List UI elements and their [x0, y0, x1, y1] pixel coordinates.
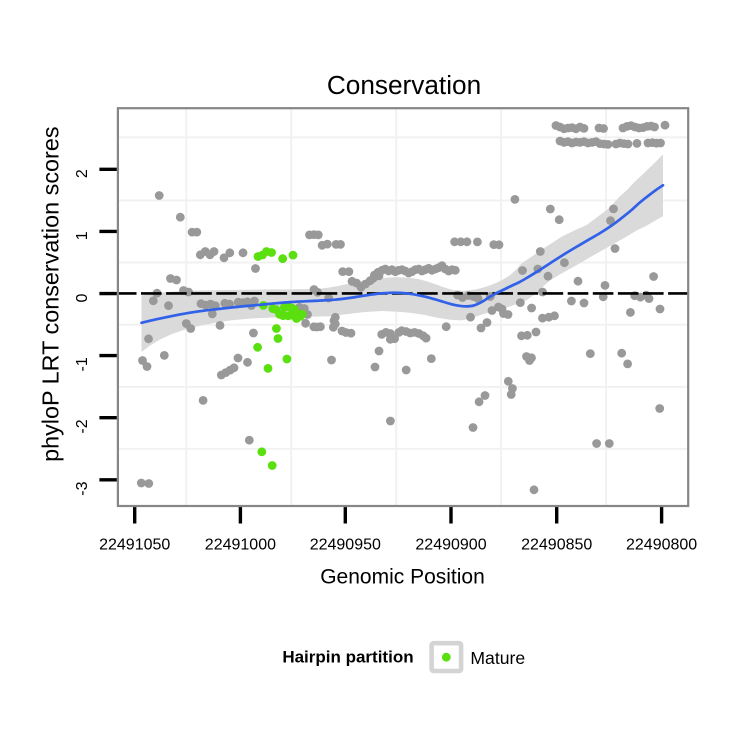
svg-text:22490850: 22490850 — [521, 537, 592, 554]
svg-text:22490950: 22490950 — [310, 537, 381, 554]
svg-text:Conservation: Conservation — [327, 70, 481, 100]
svg-text:1: 1 — [74, 231, 91, 240]
svg-text:2: 2 — [74, 169, 91, 178]
svg-text:-2: -2 — [74, 419, 91, 433]
svg-text:Genomic Position: Genomic Position — [320, 566, 485, 589]
svg-text:0: 0 — [74, 293, 91, 302]
svg-text:22491050: 22491050 — [99, 537, 170, 554]
svg-text:22491000: 22491000 — [205, 537, 276, 554]
svg-text:Mature: Mature — [470, 648, 525, 668]
svg-text:-3: -3 — [74, 481, 91, 495]
svg-text:phyloP LRT conservation scores: phyloP LRT conservation scores — [38, 126, 64, 461]
svg-text:Hairpin partition: Hairpin partition — [282, 648, 413, 667]
svg-text:-1: -1 — [74, 357, 91, 371]
svg-text:22490800: 22490800 — [626, 537, 697, 554]
svg-text:22490900: 22490900 — [415, 537, 486, 554]
